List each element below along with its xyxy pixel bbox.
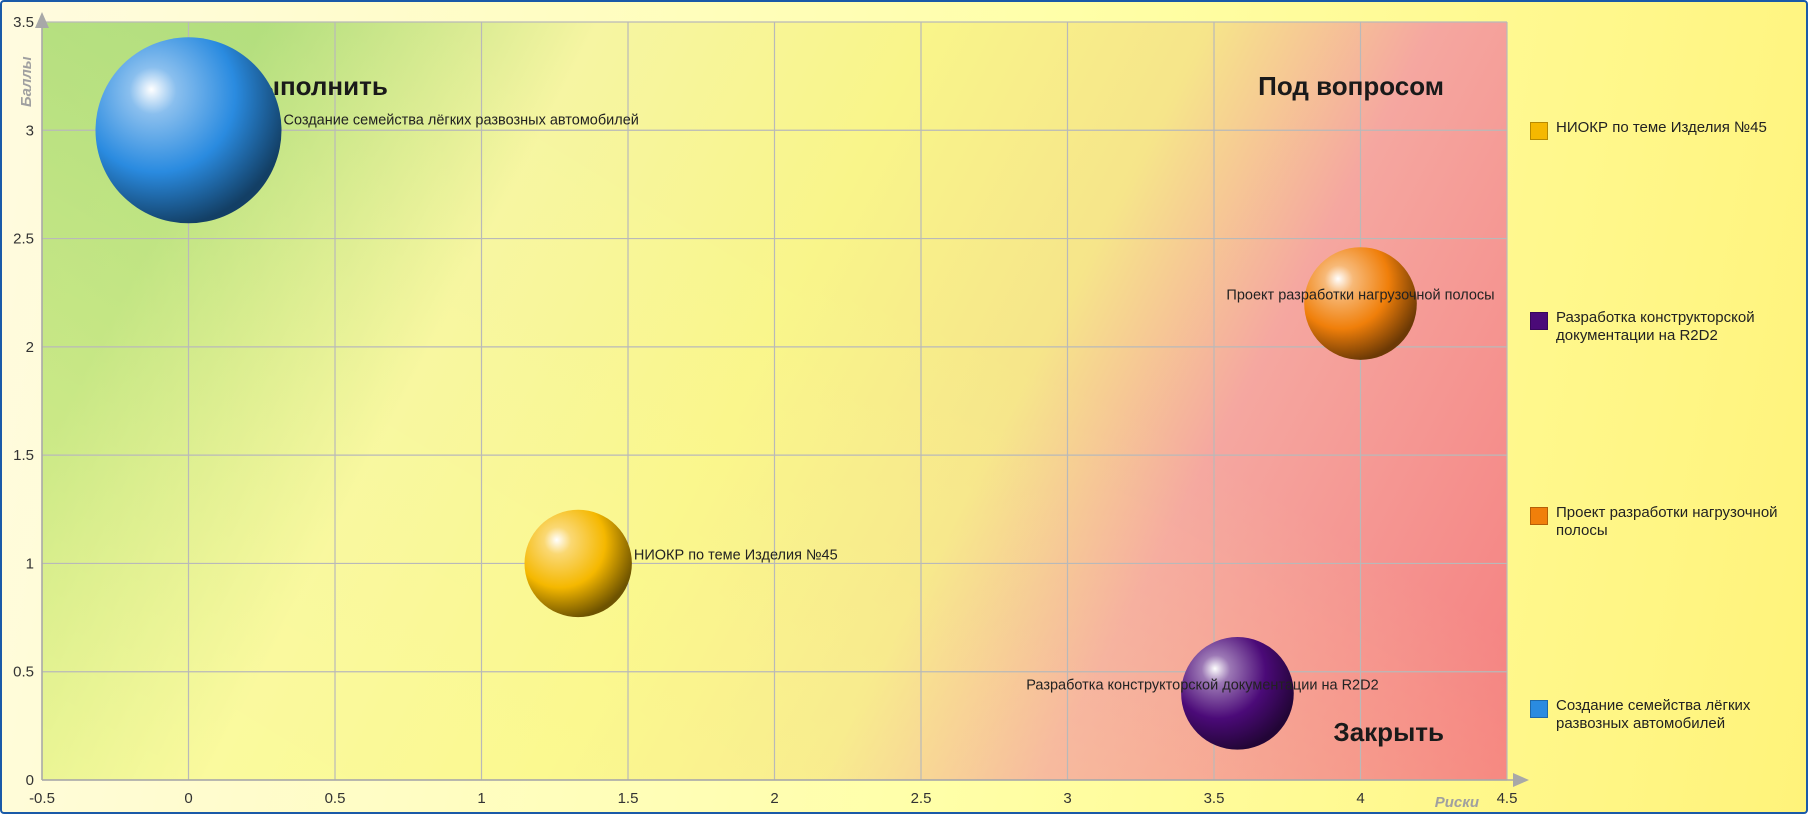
legend-swatch: [1530, 507, 1548, 525]
tick-labels: -0.5 0 0.5 1 1.5 2 2.5 3 3.5 4 4.500.511.522.533.5: [13, 14, 1517, 807]
y-tick-label: 3: [26, 122, 34, 139]
x-tick-label: 2.5: [911, 790, 932, 807]
legend-swatch: [1530, 700, 1548, 718]
bubbles: Создание семейства лёгких развозных авто…: [95, 37, 1495, 750]
bubble-label: Разработка конструкторской документации …: [1026, 677, 1378, 693]
quadrant-label-close: Закрыть: [1333, 717, 1444, 747]
legend-swatch: [1530, 122, 1548, 140]
legend-item[interactable]: Создание семейства лёгких развозных авто…: [1530, 697, 1796, 733]
legend-label: Разработка конструкторской документации …: [1556, 309, 1755, 344]
bubble[interactable]: [95, 37, 282, 224]
legend-item[interactable]: Проект разработки нагрузочной полосы: [1530, 504, 1796, 540]
bubble[interactable]: [1181, 637, 1294, 750]
x-axis-arrow: [1513, 773, 1529, 787]
legend-label: Проект разработки нагрузочной полосы: [1556, 504, 1778, 539]
y-tick-label: 2: [26, 339, 34, 356]
y-tick-label: 1: [26, 555, 34, 572]
quadrant-label-questionable: Под вопросом: [1258, 71, 1444, 101]
legend-label: НИОКР по теме Изделия №45: [1556, 119, 1767, 136]
x-tick-label: -0.5: [29, 790, 55, 807]
x-tick-label: 3.5: [1204, 790, 1225, 807]
legend-swatch: [1530, 312, 1548, 330]
axes: [35, 12, 1529, 787]
x-tick-label: 0.5: [325, 790, 346, 807]
x-tick-label: 2: [770, 790, 778, 807]
legend-item[interactable]: Разработка конструкторской документации …: [1530, 309, 1796, 345]
bubble[interactable]: [1304, 247, 1417, 360]
y-tick-label: 1.5: [13, 447, 34, 464]
legend-label: Создание семейства лёгких развозных авто…: [1556, 697, 1751, 732]
x-tick-label: 4: [1356, 790, 1364, 807]
legend-item[interactable]: НИОКР по теме Изделия №45: [1530, 119, 1796, 140]
bubble-label: Создание семейства лёгких развозных авто…: [284, 112, 639, 128]
legend: НИОКР по теме Изделия №45 Разработка кон…: [1530, 2, 1800, 812]
x-tick-label: 0: [184, 790, 192, 807]
bubble[interactable]: [524, 509, 632, 618]
y-tick-label: 2.5: [13, 231, 34, 248]
bubble-label: Проект разработки нагрузочной полосы: [1226, 288, 1494, 304]
x-tick-label: 1: [477, 790, 485, 807]
y-tick-label: 0: [26, 772, 34, 789]
y-tick-label: 3.5: [13, 14, 34, 31]
y-axis-title: Баллы: [18, 56, 35, 107]
bubble-label: НИОКР по теме Изделия №45: [634, 547, 838, 563]
x-axis-title: Риски: [1435, 794, 1479, 811]
x-tick-label: 1.5: [618, 790, 639, 807]
y-axis-arrow: [35, 12, 49, 28]
x-tick-label: 4.5: [1497, 790, 1518, 807]
x-tick-label: 3: [1063, 790, 1071, 807]
y-tick-label: 0.5: [13, 664, 34, 681]
